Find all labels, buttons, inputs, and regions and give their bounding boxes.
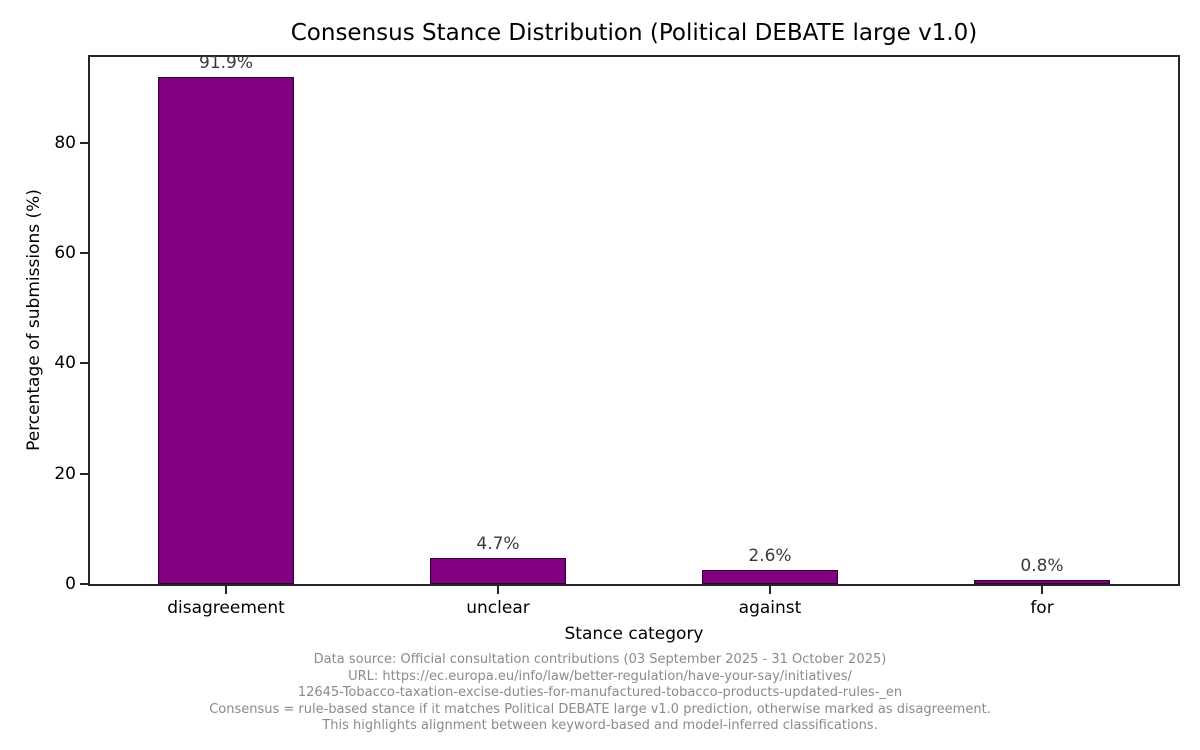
y-tick-mark [80,141,88,144]
bar-unclear [430,558,566,584]
footer-line-url: URL: https://ec.europa.eu/info/law/bette… [348,668,852,684]
footer-note: Data source: Official consultation contr… [0,652,1200,735]
y-tick-label-0: 0 [65,574,76,594]
bar-disagreement [158,77,294,584]
bar-value-label-for: 0.8% [1020,555,1064,576]
y-tick-label-20: 20 [54,463,76,484]
x-tick-mark [225,586,227,594]
footer-line-consensus-note: Consensus = rule-based stance if it matc… [209,701,991,717]
y-tick-label-60: 60 [54,243,76,264]
x-tick-label-against: against [738,598,802,618]
x-tick-label-disagreement: disagreement [167,598,285,618]
bar-value-label-unclear: 4.7% [476,534,520,555]
y-axis-label: Percentage of submissions (%) [24,189,44,451]
bar-against [702,569,838,584]
x-axis-label: Stance category [564,624,704,644]
y-tick-mark [80,362,88,365]
y-tick-label-80: 80 [54,132,76,153]
chart-title: Consensus Stance Distribution (Political… [290,20,978,46]
footer-line-url-path: 12645-Tobacco-taxation-excise-duties-for… [297,685,903,700]
footer-line-datasource: Data source: Official consultation contr… [313,652,887,667]
x-tick-mark [769,586,771,594]
y-tick-mark [80,472,88,475]
x-tick-mark [497,586,499,594]
plot-border [88,55,1180,586]
bar-value-label-against: 2.6% [748,545,792,566]
footer-line-highlight-note: This highlights alignment between keywor… [322,718,878,733]
plot-area: 91.9% 4.7% 2.6% 0.8% [90,53,1178,584]
x-tick-mark [1041,586,1043,594]
x-tick-label-for: for [1030,598,1054,618]
y-tick-label-40: 40 [54,353,76,374]
y-tick-mark [80,583,88,585]
bar-value-label-disagreement: 91.9% [198,53,254,74]
x-tick-label-unclear: unclear [466,598,530,618]
bar-for [974,579,1110,584]
y-tick-mark [80,252,88,255]
